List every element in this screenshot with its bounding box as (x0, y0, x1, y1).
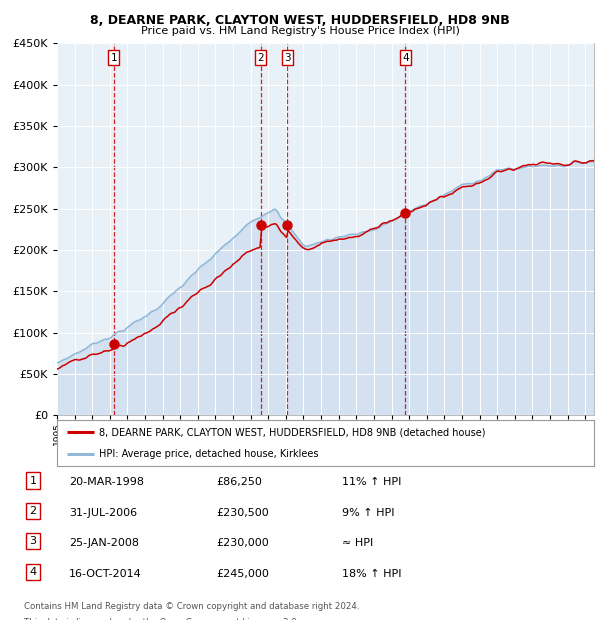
Text: 2: 2 (29, 506, 37, 516)
Text: 9% ↑ HPI: 9% ↑ HPI (342, 508, 395, 518)
Text: £230,500: £230,500 (216, 508, 269, 518)
Text: 8, DEARNE PARK, CLAYTON WEST, HUDDERSFIELD, HD8 9NB: 8, DEARNE PARK, CLAYTON WEST, HUDDERSFIE… (90, 14, 510, 27)
Text: 31-JUL-2006: 31-JUL-2006 (69, 508, 137, 518)
Text: Contains HM Land Registry data © Crown copyright and database right 2024.: Contains HM Land Registry data © Crown c… (24, 602, 359, 611)
Text: 11% ↑ HPI: 11% ↑ HPI (342, 477, 401, 487)
Text: 16-OCT-2014: 16-OCT-2014 (69, 569, 142, 578)
Text: 4: 4 (402, 53, 409, 63)
Text: Price paid vs. HM Land Registry's House Price Index (HPI): Price paid vs. HM Land Registry's House … (140, 26, 460, 36)
Text: 20-MAR-1998: 20-MAR-1998 (69, 477, 144, 487)
Text: £245,000: £245,000 (216, 569, 269, 578)
Text: £86,250: £86,250 (216, 477, 262, 487)
Text: 2: 2 (257, 53, 264, 63)
Text: 1: 1 (29, 476, 37, 485)
Text: 3: 3 (29, 536, 37, 546)
Text: 3: 3 (284, 53, 290, 63)
Text: ≈ HPI: ≈ HPI (342, 538, 373, 548)
Text: 1: 1 (110, 53, 117, 63)
Text: 4: 4 (29, 567, 37, 577)
Text: 25-JAN-2008: 25-JAN-2008 (69, 538, 139, 548)
Text: 8, DEARNE PARK, CLAYTON WEST, HUDDERSFIELD, HD8 9NB (detached house): 8, DEARNE PARK, CLAYTON WEST, HUDDERSFIE… (99, 427, 485, 437)
Text: £230,000: £230,000 (216, 538, 269, 548)
Text: HPI: Average price, detached house, Kirklees: HPI: Average price, detached house, Kirk… (99, 449, 319, 459)
Text: This data is licensed under the Open Government Licence v3.0.: This data is licensed under the Open Gov… (24, 618, 299, 620)
Text: 18% ↑ HPI: 18% ↑ HPI (342, 569, 401, 578)
